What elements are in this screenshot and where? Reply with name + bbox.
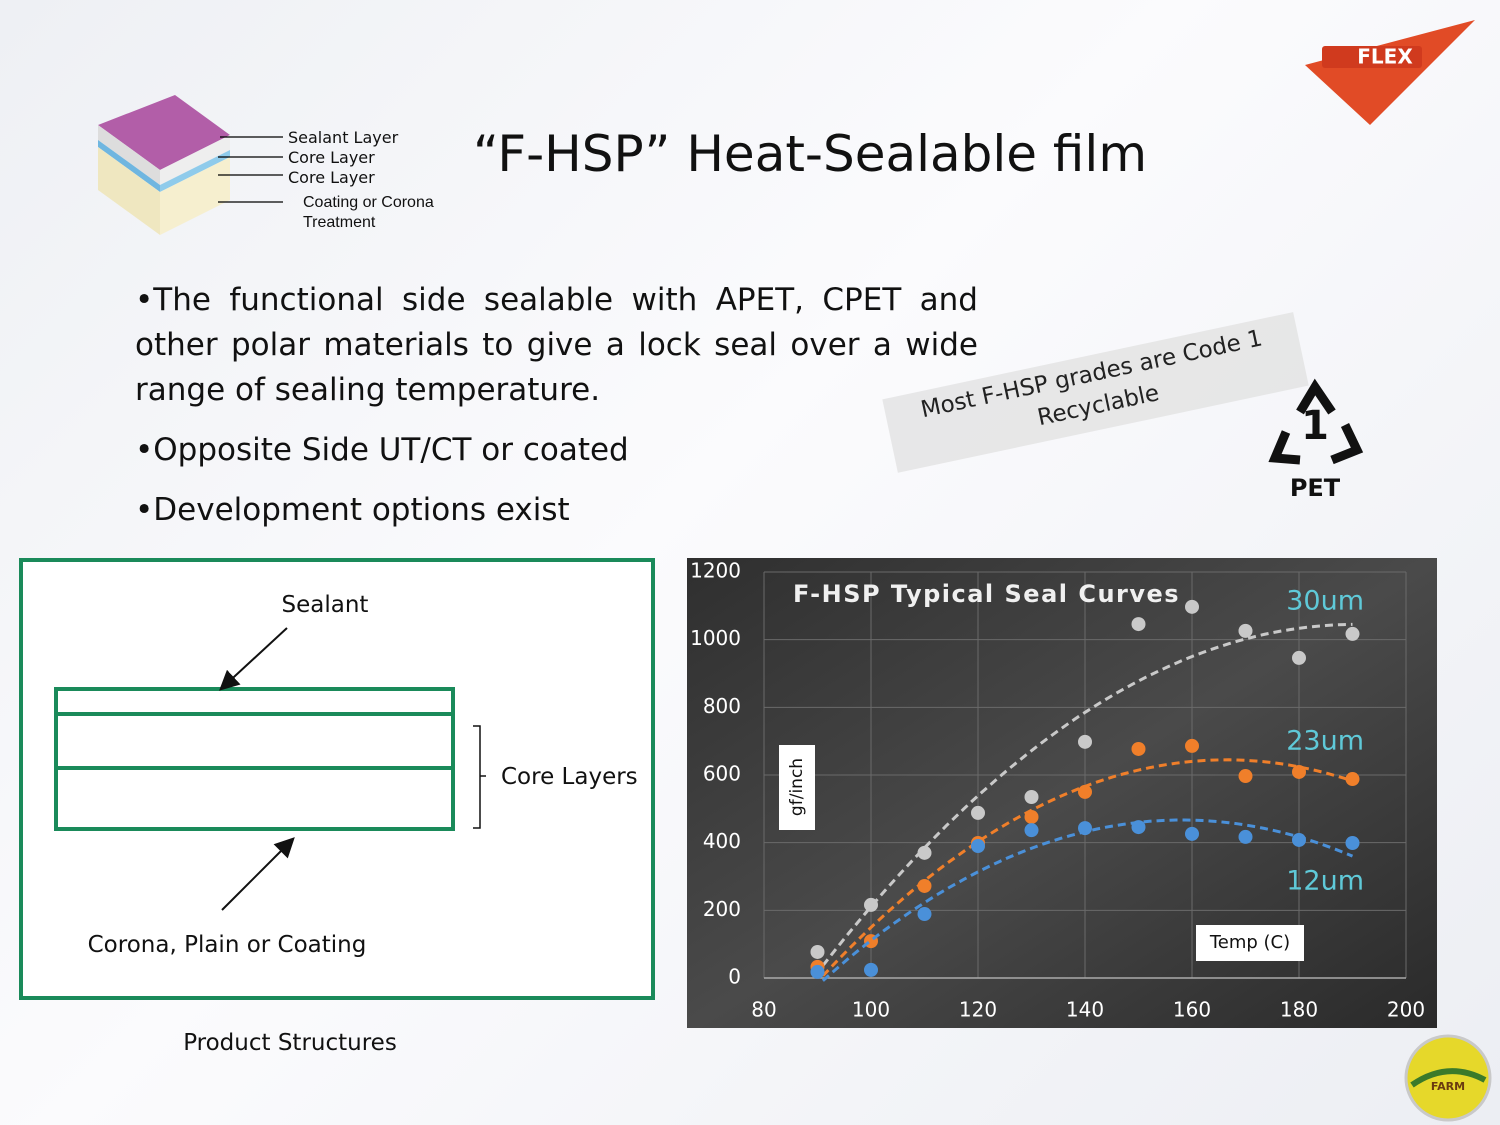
film-coating xyxy=(98,147,160,235)
x-tick-label: 180 xyxy=(1280,998,1318,1022)
y-tick-label: 1000 xyxy=(690,626,741,650)
y-tick-label: 1200 xyxy=(690,559,741,583)
point xyxy=(971,839,985,854)
point xyxy=(1185,599,1199,614)
point xyxy=(1238,829,1253,844)
point xyxy=(864,962,878,977)
point xyxy=(1131,741,1146,756)
x-axis-label: Temp (C) xyxy=(1209,932,1290,953)
y-tick-label: 200 xyxy=(703,897,741,921)
recycle-label: PET xyxy=(1290,474,1341,502)
film-sealant xyxy=(98,95,230,170)
bracket xyxy=(473,725,486,829)
arrow xyxy=(219,627,288,691)
point xyxy=(1024,809,1039,824)
x-tick-label: 160 xyxy=(1173,998,1211,1022)
note: Most F-HSP grades are Code 1 Recyclable xyxy=(882,312,1309,473)
y-tick-label: 400 xyxy=(703,829,741,853)
bullet: •The functional side sealable with APET,… xyxy=(135,282,978,408)
x-tick-label: 120 xyxy=(959,998,997,1022)
point xyxy=(1345,836,1360,851)
badge-text: FARM xyxy=(1431,1080,1465,1093)
recycle-code: 1 xyxy=(1301,403,1329,449)
arrow xyxy=(221,837,295,911)
recycle-symbol xyxy=(1268,378,1364,465)
point xyxy=(1292,832,1306,847)
film-core xyxy=(98,140,160,192)
bullet: •Development options exist xyxy=(135,492,570,528)
title: “F-HSP” Heat-Sealable film xyxy=(472,125,1148,183)
point xyxy=(1292,764,1306,779)
core-label: Core Layers xyxy=(501,764,638,790)
layer-stack xyxy=(54,687,455,831)
point xyxy=(864,897,878,912)
point xyxy=(1238,769,1253,784)
y-tick-label: 600 xyxy=(703,762,741,786)
point xyxy=(1078,821,1092,836)
logo-band xyxy=(1322,46,1422,68)
point xyxy=(1345,772,1360,787)
point xyxy=(810,964,825,979)
caption: Product Structures xyxy=(183,1030,397,1056)
point xyxy=(1131,820,1146,835)
x-tick-label: 100 xyxy=(852,998,890,1022)
layer-label: Core Layer xyxy=(288,168,375,187)
bottom-label: Corona, Plain or Coating xyxy=(88,932,367,958)
bullet: •Opposite Side UT/CT or coated xyxy=(135,432,629,468)
structure-labels: Sealant Core Layers Corona, Plain or Coa… xyxy=(88,592,638,1056)
point xyxy=(917,907,932,922)
point xyxy=(1292,650,1306,665)
layer-label: Sealant Layer xyxy=(288,128,399,147)
point xyxy=(1078,784,1092,799)
layer-label: Core Layer xyxy=(288,148,375,167)
sealant-label: Sealant xyxy=(282,592,369,618)
y-axis-label: gf/inch xyxy=(787,758,807,816)
point xyxy=(1345,626,1360,641)
trend-line xyxy=(821,818,1354,982)
point xyxy=(810,944,825,959)
logo-shape xyxy=(1305,20,1475,125)
trend-line xyxy=(821,622,1353,967)
badge xyxy=(1404,1034,1492,1122)
film-coating xyxy=(160,157,230,235)
y-label-box xyxy=(779,745,815,830)
point xyxy=(1024,789,1039,804)
leader-lines xyxy=(218,136,283,203)
point xyxy=(917,845,932,860)
y-tick-label: 800 xyxy=(703,694,741,718)
film-core xyxy=(160,135,230,185)
point xyxy=(1238,623,1253,638)
x-tick-label: 200 xyxy=(1387,998,1425,1022)
point xyxy=(971,805,985,820)
layer-labels: Sealant Layer Core Layer Core Layer xyxy=(288,128,399,187)
layer-label: Coating or Corona Treatment xyxy=(303,194,434,231)
x-label-box xyxy=(1196,925,1304,961)
x-tick-label: 140 xyxy=(1066,998,1104,1022)
chart: 0 200 400 600 800 1000 1200 80 100 120 140 160 180 20… xyxy=(690,559,1425,1022)
x-tick-label: 80 xyxy=(751,998,776,1022)
point xyxy=(1078,734,1092,749)
badge-field xyxy=(1410,1068,1487,1088)
point xyxy=(1185,738,1199,753)
series-label: 30um xyxy=(1286,586,1364,617)
logo-text: FLEX xyxy=(1357,45,1413,69)
point xyxy=(1024,823,1039,838)
trend-line xyxy=(821,758,1353,977)
film-core xyxy=(98,125,160,185)
series-label: 23um xyxy=(1286,726,1364,757)
film-core xyxy=(160,150,230,192)
point xyxy=(1131,617,1146,632)
y-tick-label: 0 xyxy=(728,965,741,989)
chart-title: F-HSP Typical Seal Curves xyxy=(793,580,1180,608)
point xyxy=(1185,826,1199,841)
note-box xyxy=(882,312,1309,473)
series-label: 12um xyxy=(1286,866,1364,897)
point xyxy=(917,878,932,893)
